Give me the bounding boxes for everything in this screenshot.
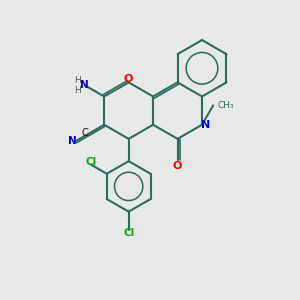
Text: H: H — [74, 86, 81, 95]
Text: N: N — [68, 136, 77, 146]
Text: Cl: Cl — [123, 228, 134, 238]
Text: Cl: Cl — [85, 158, 96, 167]
Text: CH₃: CH₃ — [218, 101, 234, 110]
Text: H: H — [74, 76, 81, 85]
Text: C: C — [81, 128, 88, 138]
Text: O: O — [124, 74, 133, 84]
Text: N: N — [201, 120, 210, 130]
Text: O: O — [173, 160, 182, 171]
Text: N: N — [80, 80, 89, 90]
